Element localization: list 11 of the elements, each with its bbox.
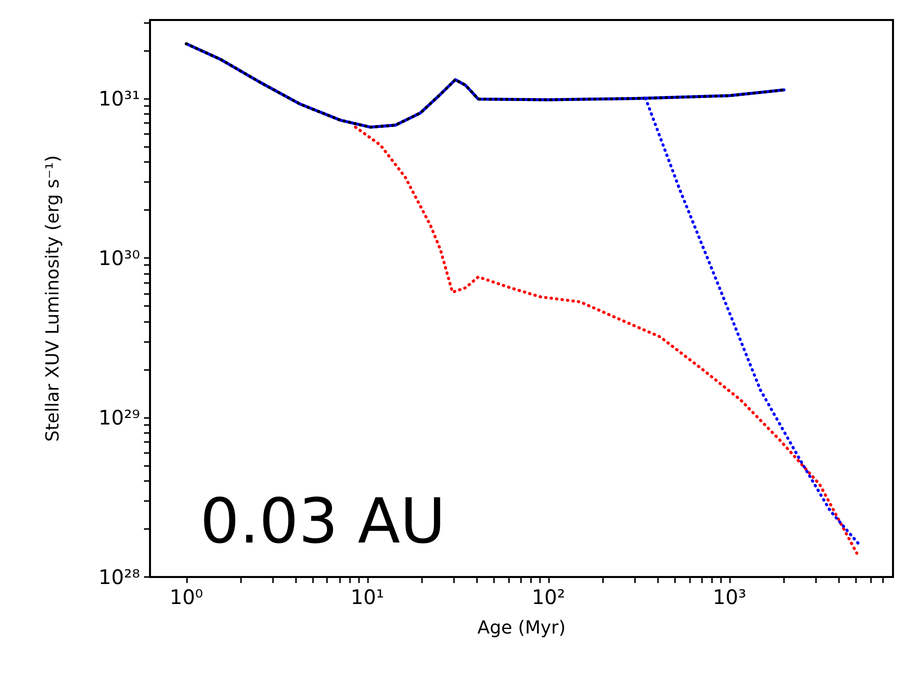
x-tick-label: 10¹	[350, 585, 384, 609]
annotation: 0.03 AU	[200, 484, 446, 558]
x-tick-label: 10²	[532, 585, 566, 609]
y-tick-label: 10³¹	[98, 86, 140, 110]
y-axis-title: Stellar XUV Luminosity (erg s⁻¹)	[42, 155, 64, 442]
x-tick-label: 10⁰	[170, 585, 204, 609]
y-tick-label: 10³⁰	[98, 246, 140, 270]
y-tick-label: 10²⁸	[98, 565, 140, 589]
y-tick-label: 10²⁹	[98, 405, 140, 430]
x-tick-label: 10³	[712, 585, 746, 609]
x-axis-title: Age (Myr)	[477, 618, 566, 638]
